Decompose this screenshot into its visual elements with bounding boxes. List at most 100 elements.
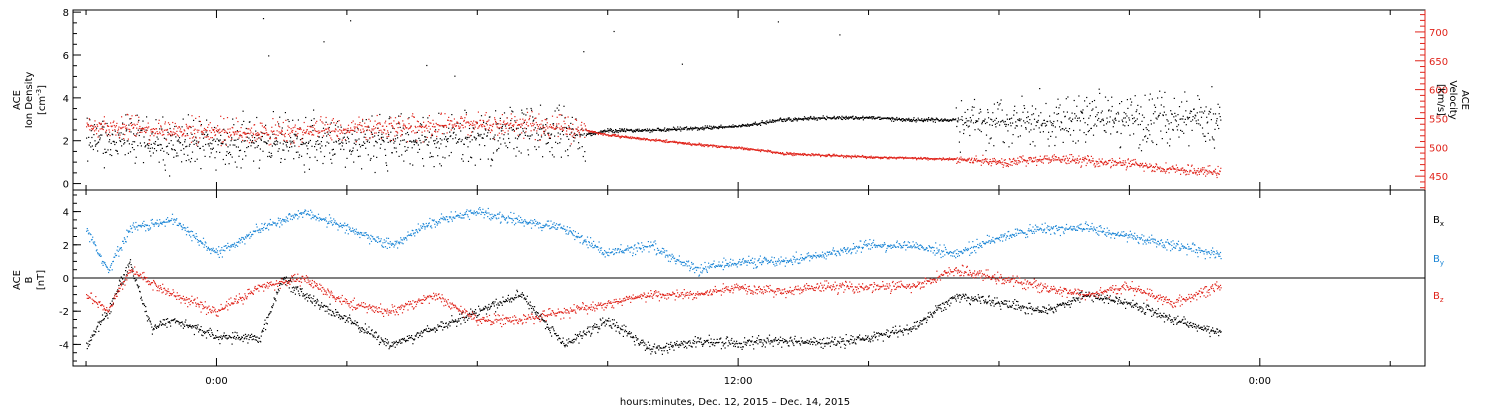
density-point [190,157,193,160]
velocity-point [1110,167,1112,169]
density-point [602,130,604,132]
density-point [569,145,571,147]
density-point [314,156,316,158]
density-point [772,119,774,121]
density-point [807,117,809,119]
density-point [990,118,992,120]
density-point [1062,141,1064,143]
velocity-point [983,161,985,163]
velocity-point [197,131,199,133]
density-point [889,118,892,121]
density-point [901,118,903,120]
bx-point [221,338,223,340]
density-point [87,160,89,162]
velocity-point [1217,165,1219,168]
bx-point [231,343,233,345]
velocity-point [712,144,714,146]
velocity-point [555,126,557,128]
bx-point [199,329,202,331]
velocity-point [975,155,977,157]
density-point [251,134,253,137]
velocity-point [257,132,259,134]
density-point [187,154,189,156]
velocity-point [138,116,140,118]
velocity-point [375,127,377,129]
velocity-point [347,124,350,126]
bx-point [190,326,192,328]
velocity-point [1169,167,1171,169]
velocity-point [103,116,105,118]
velocity-point [380,138,382,140]
density-point [493,136,495,138]
density-point [585,135,587,137]
density-point [1218,127,1220,130]
density-point [713,125,715,127]
velocity-point [1207,171,1209,173]
density-point [546,142,548,144]
density-point [928,117,930,119]
density-point [275,137,277,139]
density-point [451,114,453,116]
bx-point [176,320,178,322]
density-point [182,144,184,146]
density-point [102,120,104,122]
density-point [298,156,300,159]
bx-point [168,321,170,323]
density-point [256,146,258,148]
velocity-point [306,129,308,131]
velocity-point [93,130,96,132]
density-point [165,138,167,140]
velocity-point [183,132,185,134]
velocity-point [1165,170,1168,172]
velocity-point [783,153,785,155]
velocity-point [1209,165,1211,167]
velocity-point [313,134,315,136]
velocity-point [425,124,427,126]
velocity-point [811,153,813,155]
density-point [1124,117,1126,119]
bx-point [88,340,90,342]
density-point [259,159,261,161]
density-point [267,155,269,158]
density-point [549,151,551,153]
density-point [317,143,319,145]
density-point [547,142,549,144]
density-point [1212,113,1215,115]
velocity-point [429,128,431,130]
density-point [618,130,620,132]
velocity-point [157,133,159,135]
velocity-point [813,155,815,157]
density-point [93,124,96,126]
density-point [782,120,784,123]
velocity-point [1081,161,1083,163]
bx-point [349,317,351,319]
velocity-point [463,120,465,122]
velocity-point [1132,163,1134,165]
velocity-point [1066,157,1068,159]
velocity-point [226,132,228,134]
velocity-point [738,146,740,148]
density-point [567,149,569,151]
density-point [574,134,576,137]
velocity-point [103,120,105,122]
density-point [555,141,557,143]
density-point [1098,117,1100,120]
density-point [1039,88,1041,90]
velocity-point [666,139,668,141]
bx-point [164,324,166,326]
velocity-point [359,129,362,131]
density-point [617,130,619,132]
density-point [1015,121,1017,123]
bx-point [332,311,334,313]
velocity-point [209,122,211,124]
density-point [88,136,90,138]
density-point [164,169,166,171]
density-point [197,145,199,147]
density-point [1128,117,1130,119]
velocity-point [1186,171,1188,173]
velocity-point [1138,164,1140,166]
velocity-point [503,120,505,122]
velocity-point [1055,156,1057,158]
density-point [170,135,172,137]
density-point [779,117,782,119]
